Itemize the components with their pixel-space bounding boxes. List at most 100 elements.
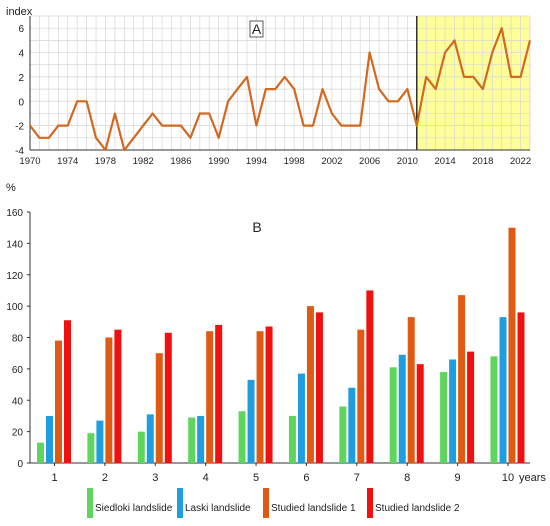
y-tick-label: 120 <box>6 271 23 282</box>
x-tick-label: 7 <box>354 472 360 484</box>
x-tick-labels: 1970 1974 1978 1982 1986 1990 1994 1998 2002 2006… <box>19 156 531 167</box>
bar <box>467 351 475 463</box>
bar <box>306 306 314 463</box>
y-tick-label: 20 <box>12 428 24 439</box>
x-tick-label: 1978 <box>95 156 116 167</box>
bar <box>146 414 154 463</box>
y-tick-label: 80 <box>12 334 24 345</box>
bar <box>96 420 104 463</box>
y-axis-label: index <box>6 6 33 18</box>
x-tick-label: 2006 <box>359 156 380 167</box>
panel-label: A <box>252 21 262 37</box>
legend: Siedloki landslide Laski landslide Studied… <box>87 488 460 518</box>
x-tick-label: 2022 <box>510 156 531 167</box>
bar <box>137 431 145 463</box>
y-tick-labels: -4 -2 0 2 4 6 <box>15 24 24 157</box>
bar <box>114 329 122 463</box>
bar <box>517 312 525 463</box>
x-tick-labels: 1 2 3 4 5 6 7 8 9 10 <box>51 463 514 484</box>
y-tick-label: 6 <box>18 24 24 35</box>
legend-label: Studied landslide 2 <box>375 503 460 514</box>
y-tick-label: 4 <box>18 49 24 60</box>
bar <box>265 326 273 463</box>
legend-label: Studied landslide 1 <box>271 503 356 514</box>
y-tick-label: 0 <box>17 459 23 470</box>
y-tick-label: 2 <box>18 73 24 84</box>
x-tick-label: 9 <box>455 472 461 484</box>
x-tick-label: 1994 <box>246 156 267 167</box>
x-tick-label: 2 <box>102 472 108 484</box>
panel-label-box <box>249 20 264 38</box>
x-tick-label: 8 <box>404 472 410 484</box>
axes <box>29 16 530 151</box>
legend-label: Laski landslide <box>185 503 251 514</box>
x-tick-label: 1 <box>51 472 57 484</box>
legend-swatch <box>367 488 373 518</box>
x-tick-label: 1990 <box>208 156 229 167</box>
y-tick-label: 100 <box>6 302 23 313</box>
x-tick-label: 1982 <box>133 156 154 167</box>
y-tick-label: 60 <box>12 365 24 376</box>
bar <box>288 415 296 463</box>
bar <box>339 406 347 463</box>
bar <box>490 356 498 463</box>
bar <box>499 317 507 463</box>
y-axis-label: % <box>6 182 16 194</box>
bar <box>188 417 196 463</box>
y-tick-label: -4 <box>15 146 24 157</box>
bar <box>64 320 71 463</box>
x-tick-label: 10 <box>502 472 514 484</box>
x-tick-label: 2014 <box>435 156 456 167</box>
bar <box>416 364 424 463</box>
bar <box>87 433 95 463</box>
panel-b-bar-chart: 0 20 40 60 80 100 120 140 160 1 2 3 4 5 6 7 8 9 10 % year… <box>6 182 546 518</box>
bar <box>238 411 246 463</box>
bar <box>215 324 223 463</box>
bar <box>155 353 163 463</box>
y-tick-label: 40 <box>12 396 24 407</box>
bar <box>440 372 448 463</box>
bar <box>357 329 365 463</box>
legend-label: Siedloki landslide <box>95 503 173 514</box>
bar <box>256 331 264 463</box>
x-tick-label: 1998 <box>284 156 305 167</box>
x-axis-label: years <box>519 472 546 484</box>
x-tick-label: 1970 <box>19 156 40 167</box>
bars <box>37 227 525 463</box>
y-tick-label: -2 <box>15 122 24 133</box>
bar <box>105 337 113 463</box>
legend-swatch <box>177 488 183 518</box>
y-tick-label: 0 <box>18 97 24 108</box>
legend-swatch <box>87 488 93 518</box>
bar <box>206 331 214 463</box>
x-tick-label: 5 <box>253 472 259 484</box>
x-tick-label: 2010 <box>397 156 418 167</box>
x-tick-label: 4 <box>203 472 209 484</box>
bar <box>458 295 466 463</box>
bar <box>315 312 323 463</box>
bar <box>348 387 356 463</box>
bar <box>389 367 397 463</box>
bar <box>407 317 415 463</box>
y-tick-label: 160 <box>6 208 23 219</box>
x-tick-label: 1986 <box>170 156 191 167</box>
panel-label: B <box>252 219 261 235</box>
y-tick-labels: 0 20 40 60 80 100 120 140 160 <box>6 208 30 470</box>
bar <box>46 415 53 463</box>
bar <box>366 290 374 463</box>
bar <box>247 379 255 463</box>
bar <box>449 359 457 463</box>
series-line <box>29 27 532 152</box>
bar <box>37 442 44 463</box>
bar <box>398 354 406 463</box>
bar <box>197 415 205 463</box>
bar <box>297 373 305 463</box>
bar <box>55 340 62 463</box>
legend-swatch <box>263 488 269 518</box>
x-tick-label: 1974 <box>57 156 78 167</box>
x-tick-label: 2018 <box>472 156 493 167</box>
y-tick-label: 140 <box>6 239 23 250</box>
x-tick-label: 2002 <box>321 156 342 167</box>
bar <box>164 332 172 463</box>
panel-a-line-chart: -4 -2 0 2 4 6 1970 1974 1978 1982 1986 1990 1994 199… <box>6 6 531 167</box>
